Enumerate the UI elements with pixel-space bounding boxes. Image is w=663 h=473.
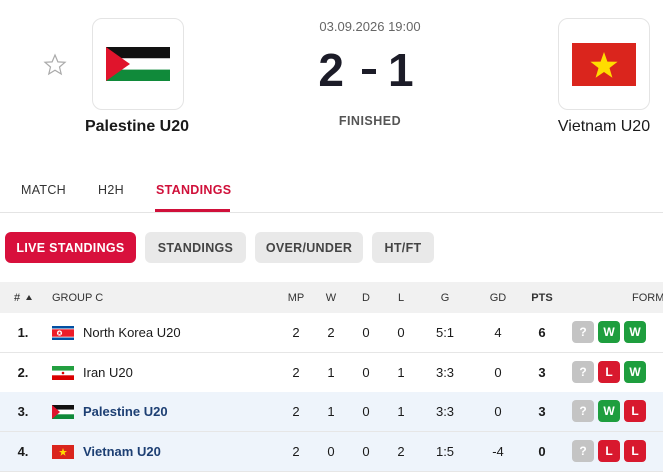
team-name[interactable]: North Korea U20 (83, 325, 181, 340)
stat-w: 1 (327, 404, 335, 419)
stat-gd: 4 (494, 325, 502, 340)
form-badge[interactable]: ? (572, 321, 594, 343)
team-flag (52, 365, 74, 385)
header-w[interactable]: W (325, 292, 337, 304)
stat-pts: 6 (538, 325, 546, 340)
form-badge[interactable]: W (598, 321, 620, 343)
table-header (0, 282, 663, 313)
stat-l: 1 (397, 364, 405, 380)
form-badge[interactable]: L (624, 400, 646, 422)
stat-d: 0 (362, 404, 370, 419)
header-pts[interactable]: PTS (531, 292, 553, 304)
sort-arrow (26, 295, 32, 300)
tab[interactable]: MATCH (21, 183, 67, 197)
stat-g: 5:1 (435, 325, 455, 340)
tab-active[interactable]: STANDINGS (156, 183, 232, 197)
filter-active[interactable]: LIVE STANDINGS (5, 232, 136, 263)
vietnam-flag (572, 42, 636, 86)
stat-w: 2 (327, 325, 335, 340)
header-rank[interactable]: # (14, 292, 21, 304)
tab[interactable]: H2H (98, 183, 124, 197)
stat-mp: 2 (292, 443, 300, 459)
stat-mp: 2 (292, 364, 300, 380)
stat-gd: 0 (494, 364, 502, 380)
home-logo[interactable] (92, 18, 184, 110)
stat-g: 3:3 (435, 404, 455, 419)
form-badge[interactable]: W (598, 400, 620, 422)
standings-row[interactable]: 4. Vietnam U20 2 0 0 2 1:5 -4 0? L L (0, 431, 663, 472)
away-team[interactable]: Vietnam U20 (557, 118, 651, 135)
standings-row[interactable]: 2. Iran U20 2 1 0 1 3:3 0 3? L W (0, 352, 663, 393)
stat-l: 2 (397, 443, 405, 459)
home-score: 2 (318, 44, 344, 96)
standings-row[interactable]: 1. North Korea U20 2 2 0 0 5:1 4 6? W W (0, 313, 663, 353)
form-badge[interactable]: W (624, 321, 646, 343)
form-badge[interactable]: L (598, 360, 620, 383)
stat-d: 0 (362, 443, 370, 459)
stat-mp: 2 (292, 404, 300, 419)
stat-pts: 0 (538, 443, 546, 459)
stat-d: 0 (362, 364, 370, 380)
standings-row[interactable]: 3. Palestine U20 2 1 0 1 3:3 0 3? W L (0, 392, 663, 432)
palestine-flag (106, 47, 170, 81)
tab-underline (155, 209, 230, 212)
filter[interactable]: OVER/UNDER (255, 232, 363, 263)
team-flag (52, 444, 74, 464)
rank: 3. (17, 404, 29, 419)
form-badge[interactable]: ? (572, 400, 594, 422)
stat-l: 0 (397, 325, 405, 340)
form-badge[interactable]: ? (572, 439, 594, 462)
stat-mp: 2 (292, 325, 300, 340)
team-name[interactable]: Iran U20 (83, 364, 133, 380)
filter[interactable]: STANDINGS (145, 232, 246, 263)
stat-gd: -4 (492, 443, 504, 459)
form-badge[interactable]: W (624, 360, 646, 383)
header-form: FORM (632, 292, 663, 304)
stat-pts: 3 (538, 404, 546, 419)
form-badge[interactable]: ? (572, 360, 594, 383)
match-status: FINISHED (338, 114, 402, 128)
stat-g: 3:3 (435, 364, 455, 380)
stat-gd: 0 (494, 404, 502, 419)
match-datetime: 03.09.2026 19:00 (319, 19, 421, 34)
header-group: GROUP C (52, 292, 104, 304)
away-logo[interactable] (558, 18, 650, 110)
stat-g: 1:5 (435, 443, 455, 459)
stat-l: 1 (397, 404, 405, 419)
team-flag (52, 326, 74, 345)
favorite-star[interactable] (43, 53, 67, 77)
header-mp[interactable]: MP (287, 292, 305, 304)
team-flag (52, 405, 74, 424)
score-separator (362, 69, 376, 74)
team-name[interactable]: Vietnam U20 (83, 443, 161, 459)
header-l[interactable]: L (397, 292, 405, 304)
home-team[interactable]: Palestine U20 (84, 118, 190, 135)
stat-w: 0 (327, 443, 335, 459)
rank: 1. (17, 325, 29, 340)
form-badge[interactable]: L (598, 439, 620, 462)
form-badge[interactable]: L (624, 439, 646, 462)
header-gd[interactable]: GD (489, 292, 507, 304)
rank: 2. (17, 364, 29, 380)
stat-pts: 3 (538, 364, 546, 380)
stat-d: 0 (362, 325, 370, 340)
stat-w: 1 (327, 364, 335, 380)
filter[interactable]: HT/FT (372, 232, 434, 263)
header-g[interactable]: G (440, 292, 450, 304)
tab-divider (0, 212, 663, 213)
rank: 4. (17, 443, 29, 459)
away-score: 1 (388, 44, 414, 96)
header-d[interactable]: D (362, 292, 370, 304)
team-name[interactable]: Palestine U20 (83, 404, 168, 419)
